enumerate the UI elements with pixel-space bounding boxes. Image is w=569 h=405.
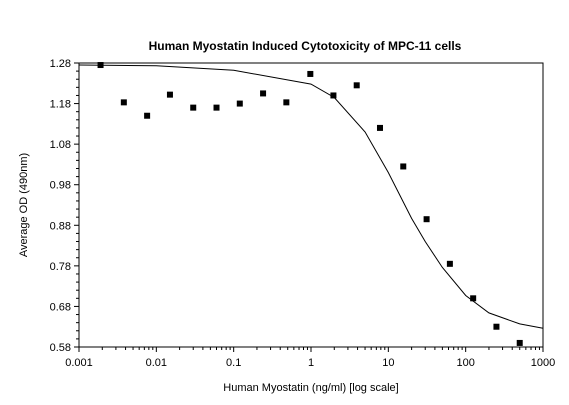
data-point (190, 104, 197, 111)
data-point (376, 124, 383, 131)
data-point (330, 92, 337, 99)
data-point (423, 216, 430, 223)
data-point (470, 295, 477, 302)
data-point (120, 99, 127, 106)
y-tick-label: 1.28 (50, 58, 71, 70)
plot-frame (78, 62, 544, 348)
x-axis-label: Human Myostatin (ng/ml) [log scale] (223, 382, 398, 394)
x-tick-label: 1 (308, 357, 314, 369)
data-point (236, 100, 243, 107)
x-tick-label: 10 (382, 357, 394, 369)
data-point (166, 91, 173, 98)
chart-title: Human Myostatin Induced Cytotoxicity of … (149, 39, 462, 53)
y-tick-label: 0.68 (50, 301, 71, 313)
data-point (493, 323, 500, 330)
y-tick-label: 1.18 (50, 99, 71, 111)
x-tick-label: 100 (456, 357, 474, 369)
y-tick-label: 0.98 (50, 180, 71, 192)
data-point (353, 82, 360, 89)
y-axis-label: Average OD (490nm) (18, 153, 30, 257)
y-axis: 0.58 0.68 0.78 0.88 0.98 1.08 1.18 1.28 (50, 58, 79, 354)
data-point (144, 112, 151, 119)
y-tick-label: 0.88 (50, 220, 71, 232)
y-tick-label: 1.08 (50, 139, 71, 151)
y-tick-label: 0.78 (50, 261, 71, 273)
data-point (97, 62, 104, 69)
data-point (400, 163, 407, 170)
x-axis: 0.001 0.01 0.1 1 10 100 1000 (65, 347, 555, 369)
data-point (213, 104, 220, 111)
data-point (307, 70, 314, 77)
data-point (283, 99, 290, 106)
data-points (97, 62, 523, 346)
x-tick-label: 1000 (531, 357, 555, 369)
y-tick-label: 0.58 (50, 342, 71, 354)
fit-curve (78, 64, 544, 329)
x-tick-label: 0.1 (226, 357, 241, 369)
x-tick-label: 0.001 (65, 357, 93, 369)
data-point (260, 90, 267, 97)
data-point (446, 260, 453, 267)
data-point (516, 339, 523, 346)
x-tick-label: 0.01 (146, 357, 167, 369)
